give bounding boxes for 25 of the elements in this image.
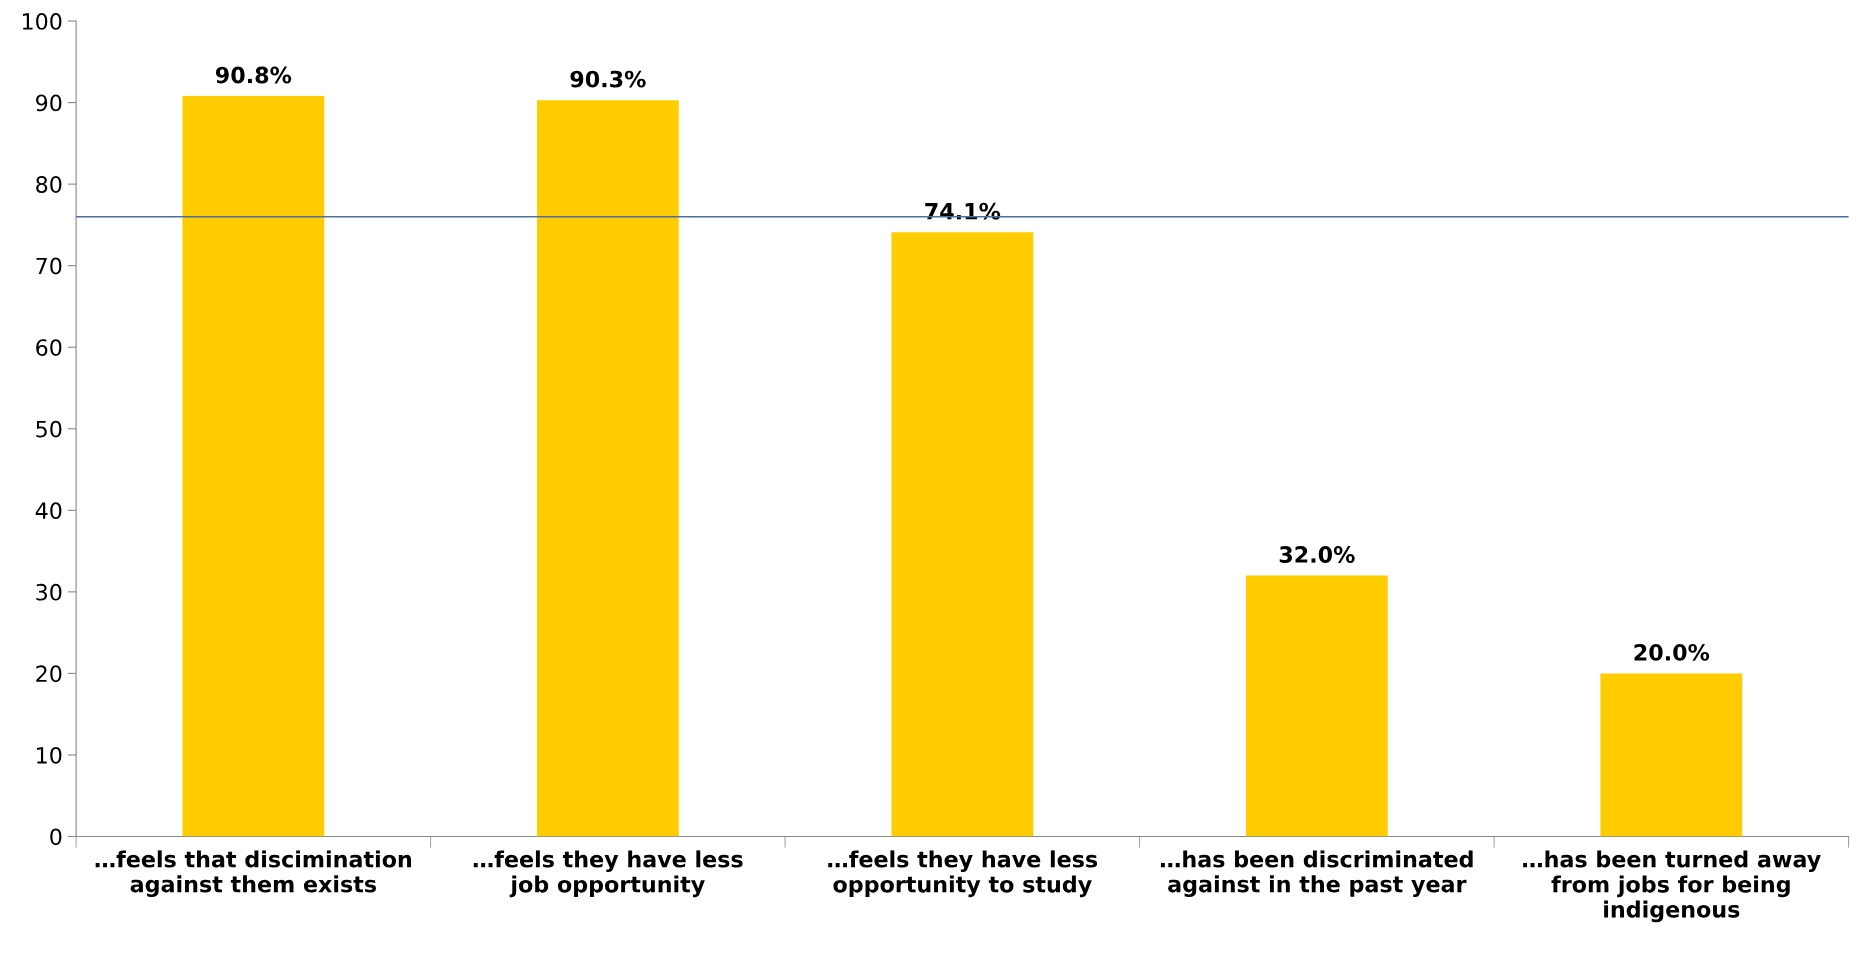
- x-tick-label: …feels that discimination against them exists: [95, 850, 412, 897]
- y-tick-label: 60: [36, 339, 62, 356]
- y-tick-label: 10: [37, 746, 62, 764]
- y-tick-label: 70: [36, 257, 62, 275]
- data-label: 90.3%: [570, 70, 646, 88]
- y-tick-label: 30: [36, 583, 62, 601]
- bar: [891, 232, 1034, 837]
- y-tick-label: 50: [36, 420, 62, 438]
- data-label: 32.0%: [1279, 546, 1355, 563]
- y-tick-label: 0: [50, 828, 62, 846]
- data-label: 20.0%: [1634, 643, 1710, 661]
- bar: [182, 96, 325, 837]
- bar: [1245, 575, 1388, 837]
- bar: [1600, 673, 1743, 837]
- x-tick-label: …feels they have less opportunity to study: [828, 850, 1098, 898]
- x-tick-label: …has been turned away from jobs for being indigenous: [1523, 850, 1821, 923]
- x-tick-label: …feels they have less job opportunity: [473, 850, 743, 898]
- y-tick-label: 90: [36, 94, 62, 112]
- y-tick-label: 80: [36, 176, 62, 193]
- bar: [536, 100, 679, 837]
- y-tick-label: 100: [22, 12, 62, 30]
- x-tick-label: …has been discriminated against in the past year: [1160, 850, 1473, 897]
- data-label: 90.8%: [215, 66, 292, 84]
- y-tick-label: 40: [35, 502, 62, 520]
- y-tick-label: 20: [36, 665, 62, 683]
